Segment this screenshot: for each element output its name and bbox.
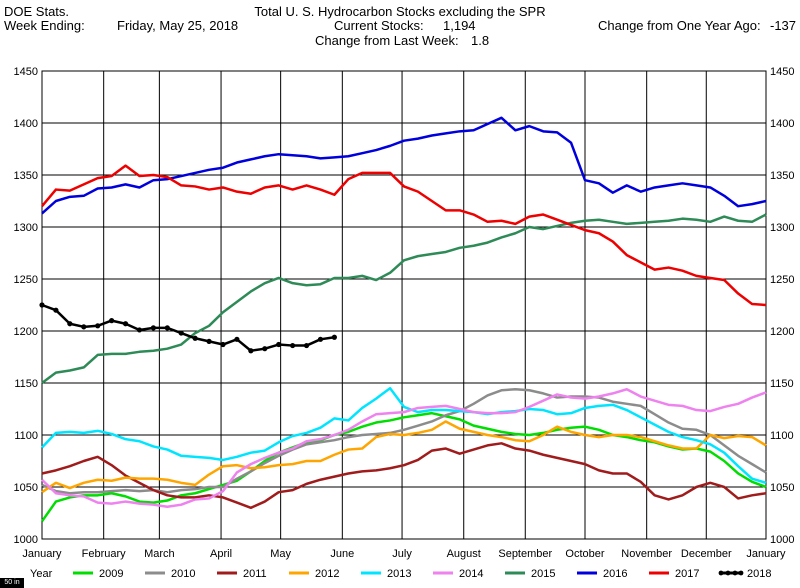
legend-marker xyxy=(738,570,744,576)
x-tick-label: July xyxy=(392,548,412,560)
legend-label-2012: 2012 xyxy=(315,568,339,580)
x-tick-label: November xyxy=(621,548,672,560)
current-stocks-label: Current Stocks: xyxy=(334,18,424,33)
legend-label-2014: 2014 xyxy=(459,568,483,580)
series-line-2012 xyxy=(41,420,767,494)
x-tick-label: January xyxy=(22,548,62,560)
legend-label-2013: 2013 xyxy=(387,568,411,580)
chart-title: Total U. S. Hydrocarbon Stocks excluding… xyxy=(254,4,546,19)
x-tick-label: December xyxy=(681,548,732,560)
series-point-2018 xyxy=(220,341,226,348)
series-line-2018 xyxy=(41,303,335,353)
y-tick-label-right: 1100 xyxy=(770,430,794,442)
legend-marker xyxy=(725,570,731,576)
y-tick-label-left: 1200 xyxy=(14,326,38,338)
y-tick-label-right: 1400 xyxy=(770,118,794,130)
y-tick-label-left: 1150 xyxy=(14,378,38,390)
source-label: DOE Stats. xyxy=(4,4,70,19)
week-ending-label: Week Ending: xyxy=(4,18,85,33)
series-point-2018 xyxy=(67,321,73,327)
y-tick-label-right: 1250 xyxy=(770,274,794,286)
series-point-2018 xyxy=(206,338,212,344)
legend-label-2009: 2009 xyxy=(99,568,123,580)
series-point-2018 xyxy=(95,323,101,329)
y-tick-label-left: 1100 xyxy=(14,430,38,442)
y-tick-label-right: 1200 xyxy=(770,326,794,338)
y-tick-label-right: 1000 xyxy=(770,534,794,546)
x-tick-label: October xyxy=(565,548,604,560)
series-point-2018 xyxy=(262,346,268,352)
series-point-2018 xyxy=(39,302,45,308)
footer-note: 50 in xyxy=(0,578,24,588)
x-tick-label: June xyxy=(330,548,354,560)
legend-label-2018: 2018 xyxy=(747,568,771,580)
x-tick-label: April xyxy=(210,548,232,560)
y-tick-label-right: 1150 xyxy=(770,378,794,390)
series-point-2018 xyxy=(178,330,184,336)
series-point-2018 xyxy=(290,342,296,349)
series-line-2017 xyxy=(41,164,767,307)
y-tick-label-left: 1250 xyxy=(14,274,38,286)
change-week-label: Change from Last Week: xyxy=(315,33,459,48)
series-point-2018 xyxy=(192,335,198,341)
series-line-2013 xyxy=(41,386,767,485)
legend-marker xyxy=(732,570,738,576)
x-tick-label: May xyxy=(270,548,291,560)
series-line-2016 xyxy=(41,116,767,215)
series-line-2010 xyxy=(41,387,767,495)
series-point-2018 xyxy=(136,327,143,333)
legend-label-2016: 2016 xyxy=(603,568,627,580)
legend-title: Year xyxy=(30,568,53,580)
series-line-2014 xyxy=(41,387,767,509)
series-point-2018 xyxy=(303,342,310,349)
y-tick-label-left: 1450 xyxy=(14,66,38,78)
x-tick-label: September xyxy=(498,548,552,560)
series-point-2018 xyxy=(81,324,87,330)
series-line-2009 xyxy=(40,411,767,523)
series-point-2018 xyxy=(164,325,170,331)
x-tick-label: August xyxy=(447,548,481,560)
y-tick-label-left: 1050 xyxy=(14,482,38,494)
x-tick-label: February xyxy=(82,548,127,560)
change-year-value: -137 xyxy=(770,18,797,33)
legend-label-2015: 2015 xyxy=(531,568,555,580)
legend-marker xyxy=(718,570,724,576)
series-point-2018 xyxy=(53,307,59,313)
legend-label-2010: 2010 xyxy=(171,568,195,580)
current-stocks-value: 1,194 xyxy=(443,18,476,33)
series-point-2018 xyxy=(331,334,337,340)
series-point-2018 xyxy=(122,321,129,327)
legend-label-2017: 2017 xyxy=(675,568,699,580)
series-point-2018 xyxy=(109,318,115,324)
series-point-2018 xyxy=(150,325,156,331)
series-line-2011 xyxy=(41,442,767,510)
y-tick-label-left: 1000 xyxy=(14,534,38,546)
change-year-label: Change from One Year Ago: xyxy=(598,18,761,33)
x-tick-label: January xyxy=(746,548,786,560)
y-tick-label-right: 1350 xyxy=(770,170,794,182)
series-line-2015 xyxy=(41,213,767,385)
plot-frame xyxy=(41,70,767,540)
series-point-2018 xyxy=(234,336,240,342)
change-week-value: 1.8 xyxy=(471,33,490,48)
y-tick-label-right: 1050 xyxy=(770,482,794,494)
series-point-2018 xyxy=(248,348,254,354)
y-tick-label-left: 1300 xyxy=(14,222,38,234)
y-tick-label-left: 1350 xyxy=(14,170,38,182)
x-tick-label: March xyxy=(144,548,175,560)
week-ending-date: Friday, May 25, 2018 xyxy=(117,18,239,33)
y-tick-label-left: 1400 xyxy=(14,118,38,130)
series-point-2018 xyxy=(317,336,324,342)
y-tick-label-right: 1450 xyxy=(770,66,794,78)
legend-label-2011: 2011 xyxy=(243,568,267,580)
y-tick-label-right: 1300 xyxy=(770,222,794,234)
series-point-2018 xyxy=(276,341,282,348)
